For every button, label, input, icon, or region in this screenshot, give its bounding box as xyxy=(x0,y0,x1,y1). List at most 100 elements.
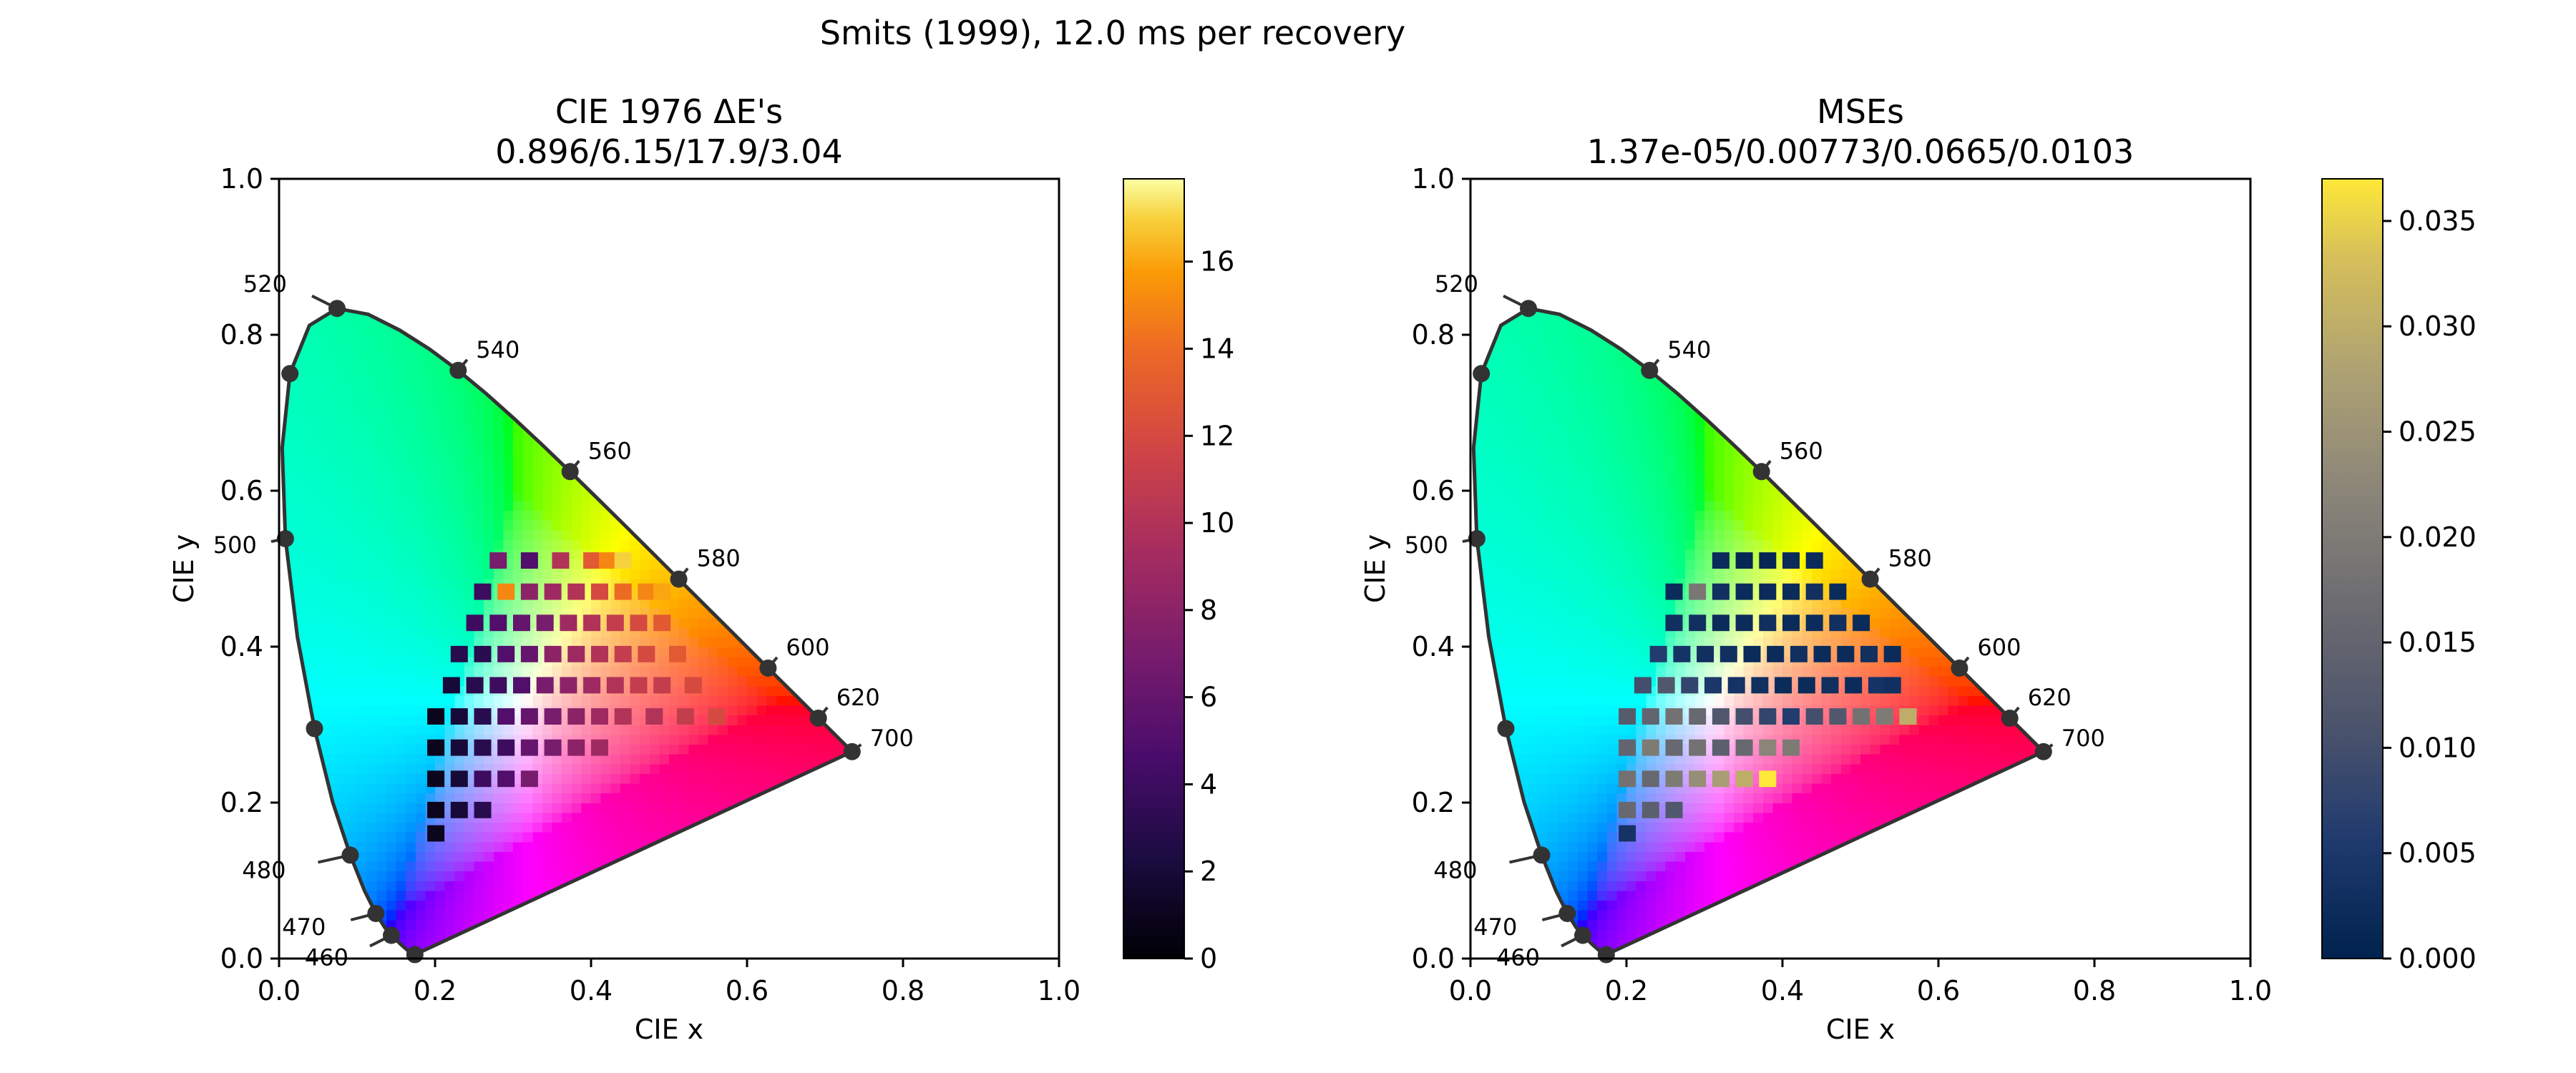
chromaticity-cell xyxy=(1519,519,1530,531)
chromaticity-cell xyxy=(415,471,426,482)
chromaticity-cell xyxy=(1538,354,1549,365)
chromaticity-cell xyxy=(1519,578,1530,589)
chromaticity-cell xyxy=(766,481,777,491)
chromaticity-cell xyxy=(552,753,562,765)
chromaticity-cell xyxy=(854,579,864,589)
chromaticity-cell xyxy=(747,753,758,765)
chromaticity-cell xyxy=(386,308,397,316)
chromaticity-cell xyxy=(737,939,748,950)
chromaticity-cell xyxy=(337,773,348,784)
chromaticity-cell xyxy=(366,725,377,735)
chromaticity-cell xyxy=(425,881,436,891)
chromaticity-cell xyxy=(493,725,504,735)
chromaticity-cell xyxy=(464,539,475,550)
chromaticity-cell xyxy=(640,900,650,911)
chromaticity-cell xyxy=(532,861,543,872)
chromaticity-cell xyxy=(357,569,368,579)
chromaticity-cell xyxy=(620,471,631,482)
chromaticity-cell xyxy=(854,335,864,345)
chromaticity-cell xyxy=(756,549,767,560)
chromaticity-cell xyxy=(796,666,806,677)
chromaticity-cell xyxy=(649,529,660,540)
chromaticity-cell xyxy=(366,403,377,413)
chromaticity-cell xyxy=(474,413,484,423)
chromaticity-cell xyxy=(864,432,874,442)
heatmap-cell xyxy=(653,614,671,632)
chromaticity-cell xyxy=(542,569,553,579)
chromaticity-cell xyxy=(308,529,319,540)
chromaticity-cell xyxy=(318,617,328,628)
chromaticity-cell xyxy=(815,559,826,569)
chromaticity-cell xyxy=(318,569,328,579)
chromaticity-cell xyxy=(454,569,465,579)
chromaticity-cell xyxy=(542,783,553,794)
chromaticity-cell xyxy=(854,783,864,793)
chromaticity-cell xyxy=(630,783,640,794)
chromaticity-cell xyxy=(562,939,572,950)
chromaticity-cell xyxy=(503,393,514,404)
chromaticity-cell xyxy=(600,929,611,940)
chromaticity-cell xyxy=(766,793,777,803)
chromaticity-cell xyxy=(1528,373,1540,384)
chromaticity-cell xyxy=(659,666,670,677)
chromaticity-cell xyxy=(766,919,777,930)
chromaticity-cell xyxy=(747,373,758,384)
chromaticity-cell xyxy=(640,373,650,384)
chromaticity-cell xyxy=(288,783,299,794)
chromaticity-cell xyxy=(1499,578,1511,589)
chromaticity-cell xyxy=(357,471,368,482)
chromaticity-cell xyxy=(366,461,377,472)
chromaticity-cell xyxy=(766,569,777,579)
chromaticity-cell xyxy=(298,900,309,911)
chromaticity-cell xyxy=(571,929,582,940)
chromaticity-cell xyxy=(474,831,484,843)
chromaticity-cell xyxy=(406,841,416,852)
chromaticity-cell xyxy=(464,413,475,423)
chromaticity-cell xyxy=(1490,422,1501,433)
chromaticity-cell xyxy=(1509,354,1520,365)
chromaticity-cell xyxy=(834,822,845,833)
chromaticity-cell xyxy=(1519,451,1530,462)
wavelength-tick xyxy=(678,567,689,580)
chromaticity-cell xyxy=(542,831,553,843)
chromaticity-cell xyxy=(328,510,338,521)
chromaticity-cell xyxy=(581,812,592,823)
chromaticity-cell xyxy=(630,871,640,881)
chromaticity-cell xyxy=(825,315,836,326)
chromaticity-cell xyxy=(600,393,611,404)
chromaticity-cell xyxy=(396,500,406,511)
chromaticity-cell xyxy=(581,519,592,531)
chromaticity-cell xyxy=(630,793,640,803)
chromaticity-cell xyxy=(308,627,319,638)
chromaticity-cell xyxy=(513,308,524,316)
chromaticity-cell xyxy=(1509,569,1520,579)
chromaticity-cell xyxy=(766,539,777,550)
chromaticity-cell xyxy=(318,803,328,813)
chromaticity-cell xyxy=(766,607,777,618)
chromaticity-cell xyxy=(474,491,484,501)
chromaticity-cell xyxy=(357,666,368,677)
chromaticity-cell xyxy=(347,753,358,765)
chromaticity-cell xyxy=(542,753,553,765)
chromaticity-cell xyxy=(532,919,543,930)
chromaticity-cell xyxy=(854,442,864,452)
chromaticity-cell xyxy=(669,383,680,394)
chromaticity-cell xyxy=(562,597,572,609)
heatmap-cell xyxy=(520,770,538,788)
chromaticity-cell xyxy=(396,308,406,316)
chromaticity-cell xyxy=(669,354,680,365)
chromaticity-cell xyxy=(366,851,377,862)
chromaticity-cell xyxy=(1528,441,1540,453)
chromaticity-cell xyxy=(805,578,816,589)
chromaticity-cell xyxy=(844,422,852,433)
chromaticity-cell xyxy=(844,510,852,521)
chromaticity-cell xyxy=(698,841,709,852)
chromaticity-cell xyxy=(630,890,640,901)
chromaticity-cell xyxy=(328,909,338,921)
chromaticity-cell xyxy=(1499,597,1511,609)
chromaticity-cell xyxy=(493,695,504,706)
chromaticity-cell xyxy=(620,529,631,540)
chromaticity-cell xyxy=(328,675,338,687)
chromaticity-cell xyxy=(298,588,309,599)
chromaticity-cell xyxy=(386,831,397,843)
